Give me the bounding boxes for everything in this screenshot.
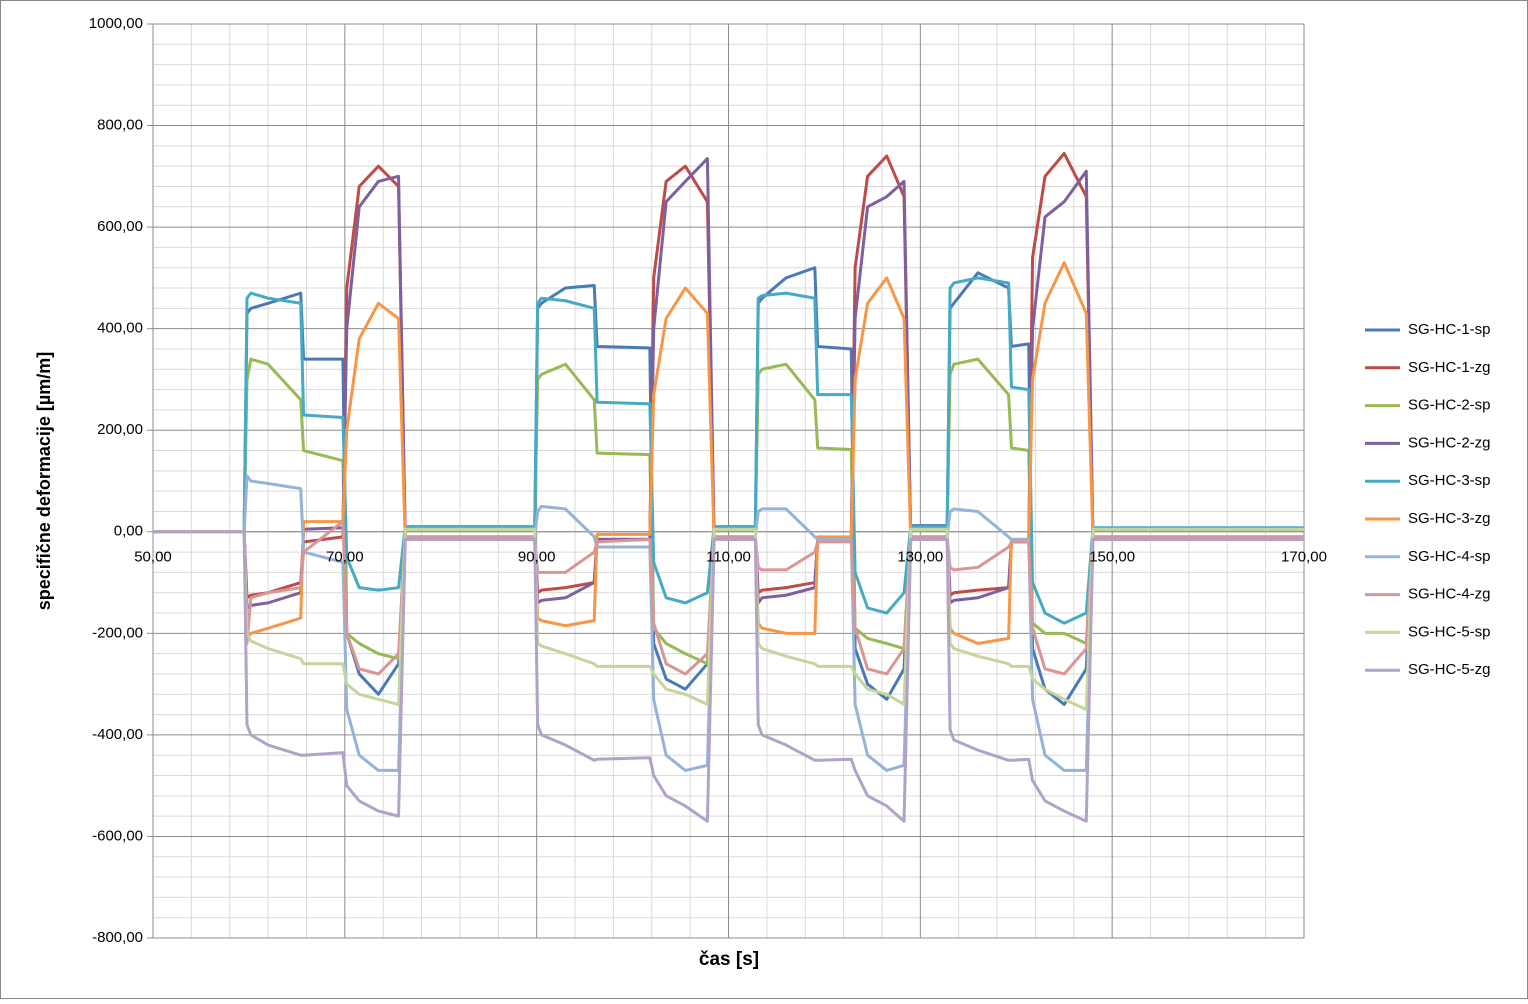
y-tick-label: -600,00 [92, 827, 143, 844]
series-line [153, 276, 1304, 625]
y-tick-label: -200,00 [92, 624, 143, 641]
x-tick-label: 170,00 [1281, 549, 1327, 566]
labels: 50,00 70,00 90,00 110,00 130,00 150,00 170,00 -… [89, 15, 1491, 946]
y-tick-label: 1000,00 [89, 15, 143, 32]
y-tick-label: 800,00 [97, 117, 143, 134]
legend-label: SG-HC-5-sp [1408, 623, 1491, 640]
y-tick-label: -400,00 [92, 726, 143, 743]
x-axis-label: čas [s] [699, 949, 759, 970]
legend-label: SG-HC-2-sp [1408, 397, 1491, 414]
y-tick-label: -800,00 [92, 929, 143, 946]
y-axis-label: specifične deformacije [µm/m] [34, 352, 54, 610]
legend-label: SG-HC-2-zg [1408, 434, 1491, 451]
plot-lines [153, 151, 1304, 823]
x-tick-label: 130,00 [897, 549, 943, 566]
x-tick-label: 70,00 [326, 549, 364, 566]
legend-label: SG-HC-1-sp [1408, 321, 1491, 338]
y-tick-label: 200,00 [97, 421, 143, 438]
x-tick-label: 150,00 [1089, 549, 1135, 566]
legend-label: SG-HC-4-sp [1408, 548, 1491, 565]
legend-label: SG-HC-3-sp [1408, 472, 1491, 489]
series-line [153, 520, 1304, 676]
series-line [153, 530, 1304, 823]
legend-label: SG-HC-3-zg [1408, 510, 1491, 527]
legend-label: SG-HC-5-zg [1408, 661, 1491, 678]
legend-label: SG-HC-1-zg [1408, 359, 1491, 376]
series-line [153, 527, 1304, 711]
x-tick-label: 50,00 [134, 549, 172, 566]
x-tick-label: 90,00 [518, 549, 556, 566]
y-tick-label: 400,00 [97, 320, 143, 337]
y-tick-label: 600,00 [97, 218, 143, 235]
legend-label: SG-HC-4-zg [1408, 586, 1491, 603]
y-tick-label: 0,00 [114, 523, 143, 540]
x-tick-label: 110,00 [706, 549, 751, 566]
